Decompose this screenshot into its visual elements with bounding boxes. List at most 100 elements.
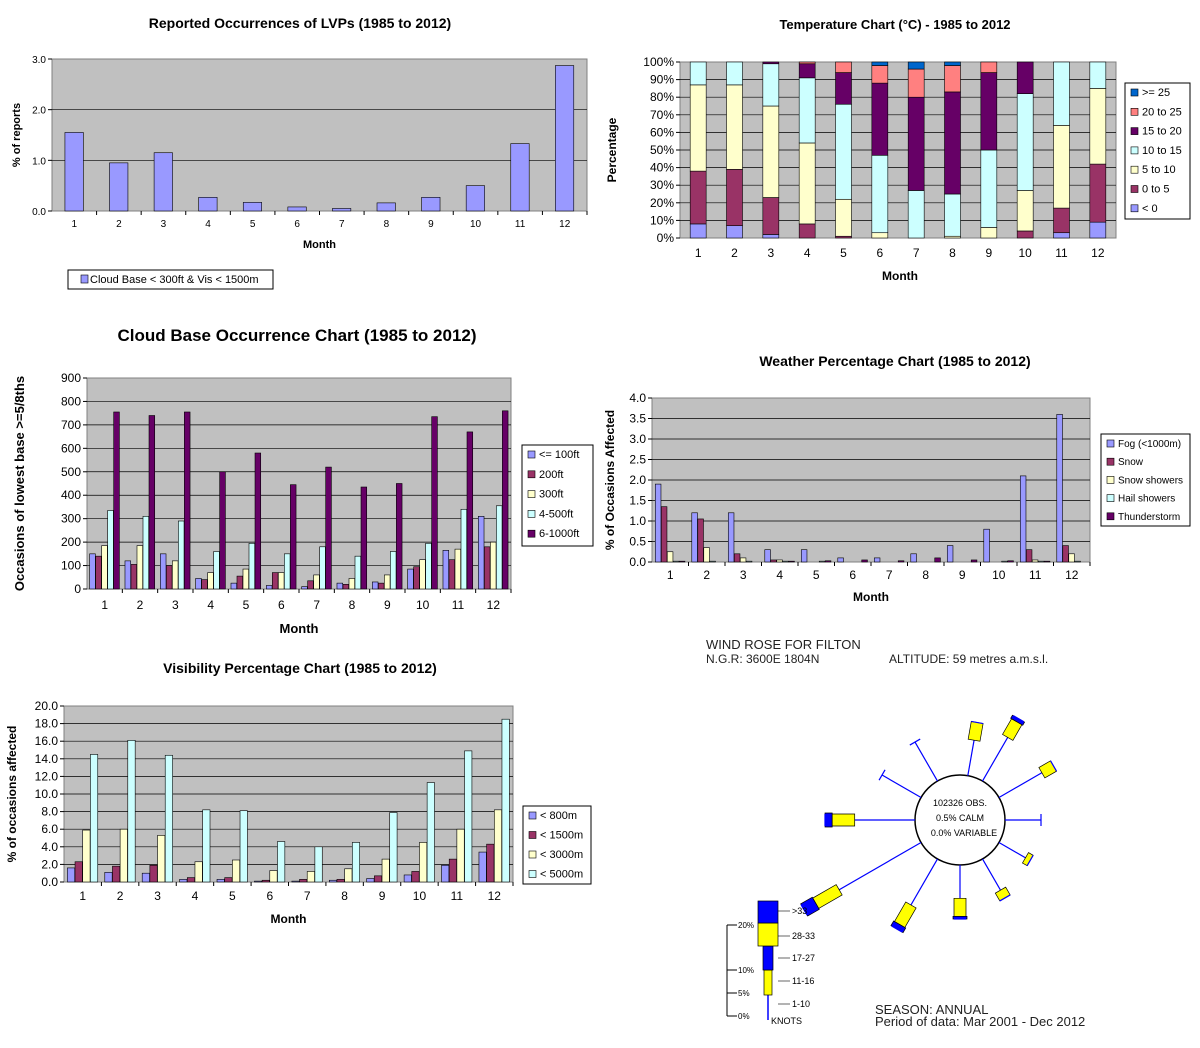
bar bbox=[332, 208, 352, 212]
stacked-bar-segment bbox=[798, 223, 816, 239]
legend-label: < 0 bbox=[1142, 203, 1158, 215]
stacked-bar-segment bbox=[980, 227, 998, 239]
legend-label: Cloud Base < 300ft & Vis < 1500m bbox=[90, 274, 259, 286]
stacked-bar-segment bbox=[1053, 207, 1070, 234]
stacked-bar-segment bbox=[980, 61, 998, 73]
bar bbox=[107, 510, 114, 590]
y-tick-label: 800 bbox=[61, 394, 81, 408]
bar bbox=[478, 516, 485, 590]
x-tick-label: 4 bbox=[776, 568, 783, 582]
stacked-bar-segment bbox=[762, 61, 780, 65]
stacked-bar-segment bbox=[689, 61, 707, 86]
bar bbox=[413, 566, 420, 590]
bar bbox=[186, 877, 195, 883]
bar bbox=[733, 553, 741, 563]
legend-swatch bbox=[1130, 146, 1139, 155]
plot-area bbox=[86, 377, 512, 590]
legend-swatch bbox=[80, 274, 89, 284]
bar bbox=[510, 143, 530, 212]
bar bbox=[272, 572, 279, 590]
y-tick-label: 0.5 bbox=[629, 535, 646, 549]
bar bbox=[136, 545, 144, 590]
x-tick-label: 12 bbox=[559, 219, 571, 230]
stacked-bar-segment bbox=[835, 198, 852, 237]
y-tick-label: 90% bbox=[650, 73, 674, 87]
key-bar-17-27 bbox=[762, 945, 774, 971]
bar bbox=[82, 829, 91, 883]
windrose-segment-11-16 bbox=[1002, 718, 1023, 741]
bar bbox=[672, 560, 680, 563]
windrose-segment-11-16 bbox=[1038, 760, 1058, 779]
bar bbox=[194, 861, 203, 883]
bar bbox=[411, 871, 420, 883]
bar bbox=[824, 560, 832, 563]
x-tick-label: 12 bbox=[488, 889, 502, 903]
bar bbox=[348, 578, 356, 590]
x-axis-title: Month bbox=[303, 239, 336, 251]
bar bbox=[946, 545, 954, 563]
bar bbox=[284, 553, 291, 590]
x-tick-label: 2 bbox=[731, 246, 738, 260]
bar bbox=[366, 878, 375, 883]
stacked-bar-segment bbox=[1053, 125, 1070, 209]
y-tick-label: 4.0 bbox=[41, 840, 58, 854]
x-tick-label: 11 bbox=[452, 598, 465, 612]
legend-label: 20 to 25 bbox=[1142, 106, 1182, 118]
stacked-bar-segment bbox=[1016, 61, 1034, 94]
y-tick-label: 14.0 bbox=[35, 752, 59, 766]
bar bbox=[219, 471, 226, 590]
bar bbox=[426, 782, 435, 883]
visibility-chart: 0.0 2.0 4.0 6.0 8.0 10.0 12.0 14.0 16.0 18.0 20.0 1… bbox=[5, 699, 592, 926]
x-tick-label: 12 bbox=[1091, 246, 1105, 260]
legend-label: 15 to 20 bbox=[1142, 126, 1182, 138]
stacked-bar-segment bbox=[835, 72, 852, 105]
x-tick-label: 1 bbox=[667, 568, 674, 582]
stacked-bar-segment bbox=[1016, 93, 1034, 191]
x-tick-label: 6 bbox=[266, 889, 273, 903]
stacked-bar-segment bbox=[871, 232, 889, 239]
key-bar-over-33 bbox=[757, 900, 779, 924]
key-speed-label: 17-27 bbox=[792, 953, 815, 963]
y-tick-label: 1.0 bbox=[629, 514, 646, 528]
y-tick-label: 2.0 bbox=[32, 106, 46, 117]
legend-label: 4-500ft bbox=[539, 508, 573, 520]
bar bbox=[1043, 560, 1051, 563]
weather-chart-title: Weather Percentage Chart (1985 to 2012) bbox=[759, 353, 1030, 369]
x-tick-label: 8 bbox=[349, 598, 356, 612]
bar bbox=[374, 875, 383, 883]
bar bbox=[378, 582, 385, 590]
bar bbox=[454, 548, 462, 590]
bar bbox=[555, 65, 575, 212]
x-tick-label: 1 bbox=[695, 246, 702, 260]
legend-label: 300ft bbox=[539, 489, 563, 501]
y-tick-label: 0.0 bbox=[41, 875, 58, 889]
y-tick-label: 2.5 bbox=[629, 453, 646, 467]
bar bbox=[1056, 414, 1063, 563]
key-bar-28-33 bbox=[757, 922, 779, 947]
y-tick-label: 0.0 bbox=[629, 555, 646, 569]
x-tick-label: 9 bbox=[379, 889, 386, 903]
bar bbox=[660, 506, 668, 563]
legend-label: < 800m bbox=[540, 810, 577, 822]
windrose-title: WIND ROSE FOR FILTON bbox=[706, 637, 861, 652]
x-tick-label: 10 bbox=[413, 889, 427, 903]
windrose-variable: 0.0% VARIABLE bbox=[931, 828, 997, 838]
bar bbox=[776, 559, 783, 563]
windrose-altitude: ALTITUDE: 59 metres a.m.s.l. bbox=[889, 652, 1048, 666]
windrose-segment-11-16 bbox=[953, 897, 967, 917]
bar bbox=[800, 549, 808, 563]
windrose-key: 20% 10% 5% 0% >33 28-33 17-27 11-16 1-10 KNOTS bbox=[726, 900, 815, 1026]
cloudbase-chart-title: Cloud Base Occurrence Chart (1985 to 201… bbox=[117, 326, 476, 345]
legend-swatch bbox=[1130, 108, 1139, 116]
bar bbox=[124, 560, 131, 590]
y-axis-title: % of reports bbox=[11, 103, 23, 167]
legend-box bbox=[1100, 433, 1191, 527]
x-tick-label: 8 bbox=[384, 219, 390, 230]
bar bbox=[306, 871, 315, 883]
bar bbox=[983, 528, 990, 563]
windrose-segment-11-16 bbox=[967, 721, 984, 742]
bar bbox=[290, 484, 297, 590]
bar bbox=[448, 559, 455, 590]
